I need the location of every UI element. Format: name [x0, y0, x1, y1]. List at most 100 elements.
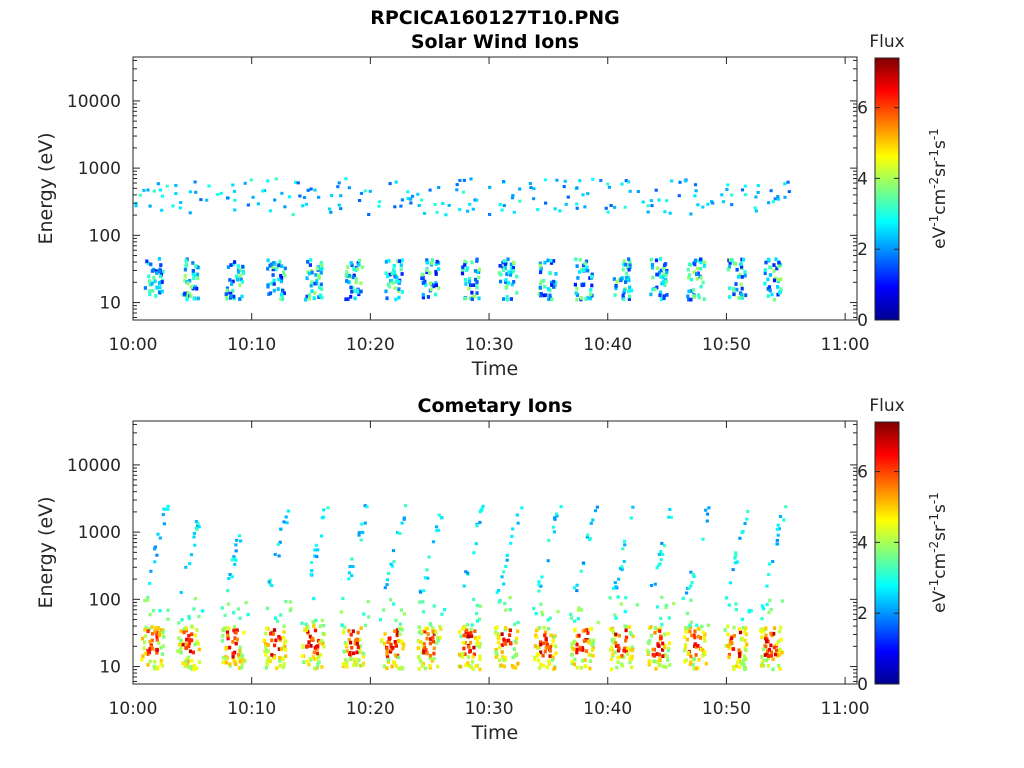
flux-cell [728, 286, 732, 291]
flux-cell [343, 625, 347, 630]
flux-cell [280, 297, 285, 301]
flux-cell [312, 624, 316, 628]
flux-cell [622, 262, 626, 267]
flux-cell [400, 665, 404, 670]
flux-cell [362, 612, 366, 616]
flux-cell [693, 258, 698, 263]
flux-cell [282, 270, 286, 275]
flux-cell [398, 532, 402, 535]
flux-cell [434, 262, 438, 266]
flux-cell [432, 651, 436, 656]
flux-cell [498, 645, 502, 650]
flux-cell [502, 639, 506, 644]
flux-cell [739, 282, 743, 287]
flux-cell [765, 637, 769, 642]
flux-cell [548, 293, 552, 298]
flux-cell [363, 189, 367, 193]
flux-cell [624, 276, 628, 280]
flux-cell [151, 609, 156, 613]
flux-cell [157, 630, 161, 634]
flux-cell [506, 257, 510, 262]
flux-cell [155, 271, 159, 275]
flux-cell [389, 598, 393, 602]
flux-cell [475, 280, 479, 284]
flux-cell [497, 636, 501, 641]
flux-cell [420, 272, 424, 277]
flux-cell [769, 631, 773, 636]
flux-cell [232, 656, 236, 661]
flux-cell [732, 634, 736, 638]
flux-cell [553, 207, 557, 211]
flux-cell [320, 516, 324, 520]
flux-cell [737, 296, 741, 300]
flux-cell [269, 281, 273, 286]
flux-cell [423, 629, 427, 634]
flux-cell [540, 610, 544, 614]
flux-cell [703, 264, 707, 268]
flux-cell [158, 285, 162, 289]
flux-cell [224, 626, 228, 630]
flux-cell [239, 539, 243, 543]
flux-cell [763, 281, 767, 286]
flux-cell [223, 613, 227, 617]
flux-cell [267, 292, 271, 296]
flux-cell [533, 657, 537, 662]
flux-cell [459, 664, 463, 669]
flux-cell [346, 297, 350, 301]
flux-cell [538, 666, 542, 670]
flux-cell [505, 272, 509, 276]
flux-cell [555, 514, 559, 518]
flux-cell [554, 512, 559, 516]
flux-cell [504, 278, 508, 282]
flux-cell [288, 600, 293, 604]
flux-cell [300, 654, 305, 658]
flux-cell [274, 638, 278, 643]
flux-cell [319, 293, 323, 298]
flux-cell [379, 618, 383, 622]
x-axis-label: Time [471, 722, 519, 744]
flux-cell [190, 667, 194, 671]
flux-cell [504, 608, 508, 612]
flux-cell [655, 659, 659, 664]
flux-cell [269, 262, 273, 267]
flux-cell [584, 297, 588, 301]
flux-cell [302, 196, 307, 199]
flux-cell [672, 601, 676, 606]
flux-cell [622, 539, 627, 543]
flux-cell [703, 260, 707, 265]
flux-cell [307, 662, 311, 667]
flux-cell [304, 297, 308, 302]
flux-cell [730, 193, 734, 197]
flux-cell [513, 639, 517, 644]
flux-cell [690, 289, 694, 293]
flux-cell [510, 282, 514, 287]
flux-cell [469, 627, 473, 632]
flux-cell [469, 665, 474, 669]
flux-cell [767, 258, 771, 262]
flux-cell [385, 649, 389, 654]
flux-cell [734, 262, 738, 266]
flux-cell [361, 530, 365, 534]
flux-cell [586, 631, 590, 635]
flux-cell [474, 542, 478, 546]
flux-cell [347, 577, 351, 581]
y-tick-label: 100 [89, 590, 121, 610]
flux-cell [152, 189, 156, 193]
flux-cell [152, 275, 156, 280]
flux-cell [166, 617, 170, 621]
flux-cell [588, 638, 592, 643]
x-tick-label: 10:50 [702, 699, 751, 719]
flux-cell [399, 608, 403, 612]
flux-cell [663, 544, 667, 548]
flux-cell [570, 661, 574, 666]
flux-cell [422, 642, 426, 646]
flux-cell [400, 258, 404, 263]
flux-cell [592, 638, 596, 643]
flux-cell [735, 267, 739, 272]
flux-cell [552, 530, 557, 534]
flux-cell [777, 663, 781, 668]
flux-cell [313, 188, 317, 192]
flux-cell [741, 257, 746, 262]
